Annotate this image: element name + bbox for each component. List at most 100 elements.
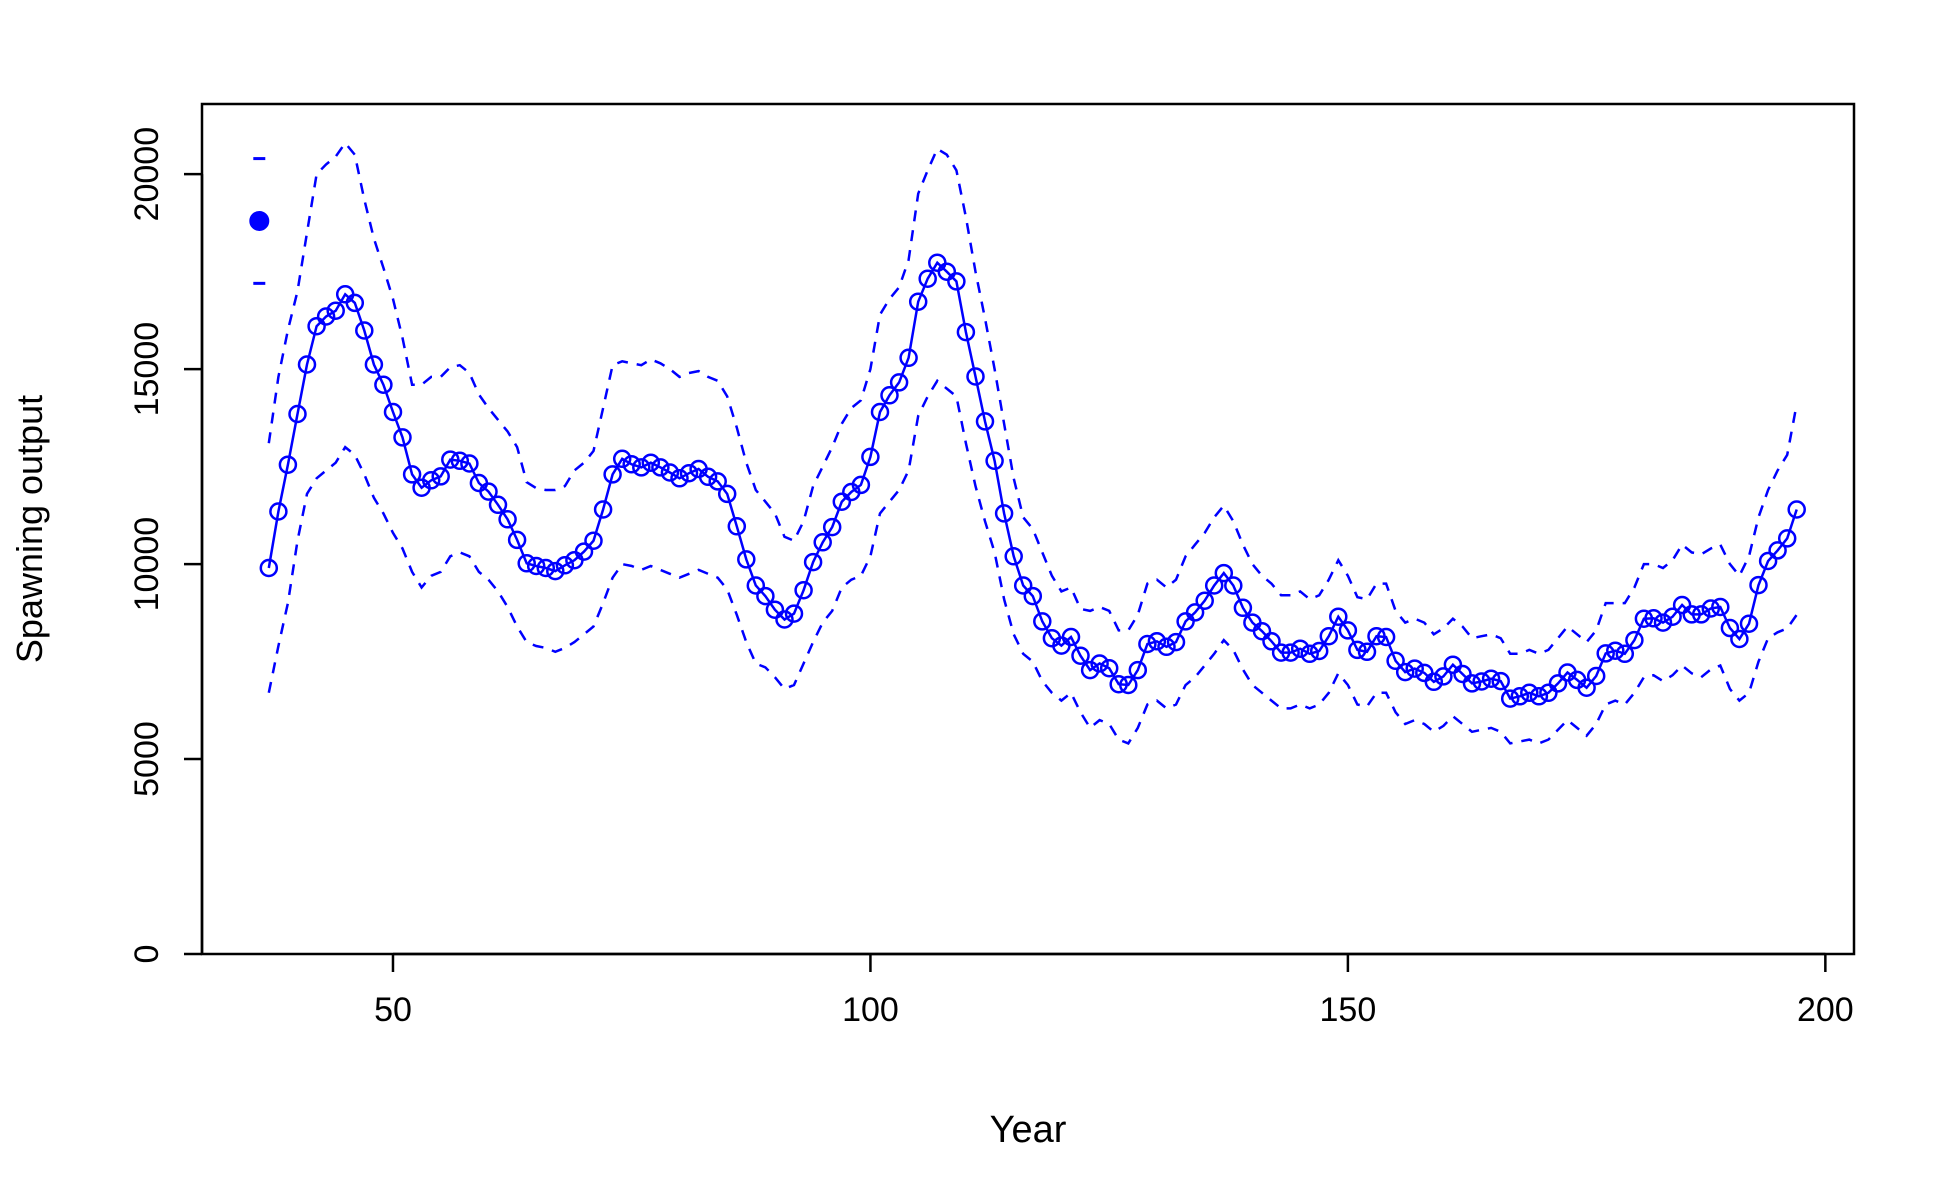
data-point (1395, 662, 1415, 682)
data-point (1434, 667, 1453, 686)
data-point (1319, 626, 1339, 646)
plot-frame (200, 102, 1856, 956)
data-point (1233, 598, 1253, 618)
data-point (1596, 644, 1615, 663)
data-point (1472, 672, 1491, 691)
data-point (994, 504, 1014, 523)
data-point (259, 558, 279, 578)
data-point (632, 458, 651, 477)
data-point (1500, 689, 1520, 708)
data-point (1510, 687, 1530, 706)
data-point (870, 402, 890, 422)
data-point (813, 533, 832, 552)
data-point (1252, 621, 1272, 641)
data-point (1520, 683, 1539, 703)
data-point (1691, 605, 1711, 624)
data-point (460, 454, 479, 473)
data-point (708, 472, 727, 491)
data-point (1348, 640, 1367, 660)
data-point (1787, 500, 1806, 519)
data-point (450, 451, 470, 471)
data-point (593, 500, 613, 519)
data-point (1119, 675, 1138, 695)
data-point (937, 262, 957, 281)
data-point (947, 272, 966, 291)
data-point (832, 492, 852, 511)
data-point (1644, 609, 1663, 628)
upper-bound-line (267, 140, 1798, 656)
data-point (1300, 644, 1319, 664)
data-point (316, 307, 336, 326)
y-axis: 0 5000 10000 15000 20000 (128, 127, 204, 964)
data-point (1128, 660, 1148, 680)
data-point (918, 269, 937, 288)
data-point (507, 530, 527, 550)
data-point (1329, 607, 1348, 626)
data-point (421, 471, 441, 490)
series-layer (249, 140, 1806, 745)
data-point (727, 517, 747, 536)
data-point (794, 580, 813, 600)
data-point (1634, 609, 1654, 628)
data-point (1606, 641, 1625, 660)
data-point (1730, 629, 1749, 649)
data-point (326, 301, 345, 320)
data-point (803, 552, 823, 572)
data-point (345, 293, 365, 313)
data-point (1768, 541, 1787, 560)
data-point (297, 355, 317, 374)
data-point (975, 412, 995, 431)
data-point (1539, 683, 1558, 703)
data-point (765, 600, 785, 619)
data-point (269, 502, 288, 521)
x-axis-label: Year (990, 1109, 1067, 1151)
data-point (1004, 547, 1023, 566)
data-point (1367, 626, 1386, 646)
data-point (966, 367, 985, 386)
data-point (1462, 674, 1482, 693)
data-point (679, 463, 699, 483)
y-tick-label: 15000 (128, 322, 166, 417)
x-tick-label: 100 (842, 991, 899, 1029)
data-point (641, 453, 661, 472)
data-point (1453, 664, 1472, 684)
data-point (1271, 643, 1291, 662)
data-point (1586, 666, 1606, 686)
data-point (1424, 672, 1444, 692)
data-point (574, 542, 594, 561)
data-point (307, 316, 326, 336)
lower-bound-line (267, 378, 1798, 745)
data-point (584, 531, 603, 550)
data-point (1013, 576, 1033, 595)
data-point (1443, 655, 1463, 674)
data-point (698, 467, 718, 487)
data-point (956, 322, 976, 342)
data-point (717, 484, 737, 504)
data-point (526, 556, 546, 576)
data-point (1224, 576, 1243, 595)
data-point (355, 321, 374, 340)
data-point (1185, 603, 1205, 622)
y-tick-label: 0 (128, 945, 166, 964)
x-tick-label: 50 (374, 991, 412, 1029)
spawning-output-line (267, 260, 1798, 701)
data-point (1529, 687, 1549, 706)
data-point (1777, 529, 1797, 548)
data-point (1147, 632, 1167, 651)
data-point (1109, 674, 1128, 694)
data-point (775, 610, 794, 629)
data-point (479, 482, 498, 501)
data-point (1481, 669, 1501, 688)
data-point (861, 447, 880, 467)
data-point (1491, 671, 1510, 691)
data-point (546, 561, 565, 581)
data-point (756, 586, 775, 606)
data-point (1615, 644, 1635, 664)
data-point (1357, 642, 1377, 662)
data-point (737, 550, 756, 569)
data-point (851, 475, 871, 495)
data-point (1061, 627, 1081, 647)
data-point (374, 375, 393, 394)
data-point (603, 465, 622, 484)
